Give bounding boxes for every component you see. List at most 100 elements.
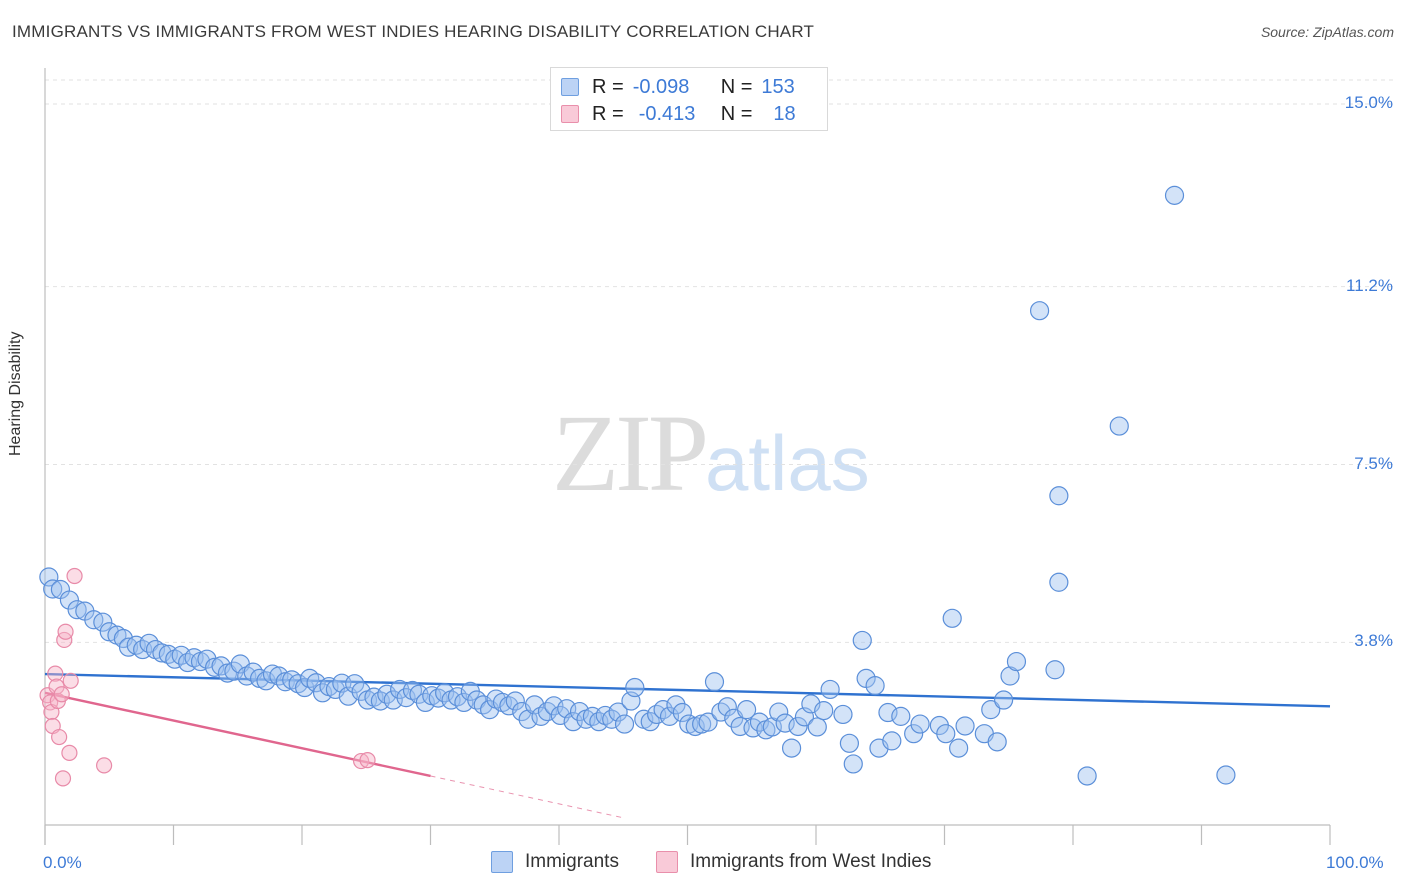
data-point-immigrants [891, 706, 911, 726]
data-point-immigrants [211, 656, 231, 676]
data-point-west-indies [96, 757, 113, 774]
data-point-immigrants [949, 738, 969, 758]
data-point-immigrants [224, 661, 244, 681]
data-point-immigrants [878, 702, 898, 723]
data-point-immigrants [93, 612, 113, 632]
legend-swatch-west-indies [656, 851, 678, 873]
data-point-immigrants [569, 701, 590, 722]
x-tick-label-max: 100.0% [1326, 853, 1384, 872]
data-point-immigrants [614, 714, 635, 734]
data-point-immigrants [843, 754, 863, 774]
data-point-immigrants [1049, 486, 1069, 506]
stats-swatch-immigrants [561, 78, 579, 96]
data-point-immigrants [608, 702, 628, 722]
y-tick-label: 7.5% [1354, 453, 1393, 473]
data-point-immigrants [1045, 660, 1065, 680]
data-point-immigrants [833, 704, 853, 725]
data-point-immigrants [505, 691, 525, 711]
data-point-immigrants [1109, 416, 1129, 436]
data-point-immigrants [306, 673, 326, 693]
stats-row-west-indies: R = -0.413 N = 18 [561, 102, 796, 126]
y-tick-label: 11.2% [1346, 275, 1393, 295]
data-point-west-indies [47, 665, 64, 682]
data-point-immigrants [788, 716, 808, 737]
data-point-immigrants [640, 712, 660, 732]
stats-n-label: N = [720, 75, 753, 98]
stats-swatch-west-indies [561, 105, 579, 123]
data-point-immigrants [666, 695, 686, 715]
data-point-immigrants [807, 717, 827, 737]
data-point-immigrants [882, 731, 902, 751]
y-axis-label: Hearing Disability [7, 331, 24, 457]
data-point-immigrants [769, 702, 789, 722]
data-point-immigrants [981, 700, 1001, 720]
data-point-immigrants [820, 679, 840, 700]
trendline-west-indies [44, 691, 431, 778]
source-note: Source: ZipAtlas.com [1260, 24, 1394, 40]
legend-item-immigrants: Immigrants [491, 851, 619, 873]
data-point-immigrants [659, 706, 680, 726]
data-point-immigrants [994, 690, 1014, 710]
data-point-west-indies [57, 623, 74, 640]
data-point-immigrants [987, 732, 1007, 752]
data-point-immigrants [910, 714, 930, 734]
legend-item-west-indies: Immigrants from West Indies [656, 851, 931, 873]
data-point-immigrants [698, 712, 718, 732]
legend-label-immigrants: Immigrants [525, 851, 619, 872]
data-point-west-indies [359, 752, 376, 769]
stats-box: R = -0.098 N = 153 R = -0.413 N = 18 [550, 67, 828, 131]
watermark: ZIPatlas [552, 398, 870, 508]
data-point-immigrants [118, 637, 139, 657]
data-point-immigrants [625, 677, 645, 698]
data-point-immigrants [43, 579, 63, 599]
trendline-west-indies-extension [430, 775, 624, 819]
watermark-atlas: atlas [705, 419, 870, 507]
data-point-immigrants [955, 716, 975, 736]
data-point-immigrants [67, 600, 87, 620]
data-point-immigrants [865, 676, 885, 696]
data-point-immigrants [672, 702, 692, 723]
chart-title: IMMIGRANTS VS IMMIGRANTS FROM WEST INDIE… [12, 22, 815, 41]
data-point-immigrants [435, 683, 455, 703]
data-point-immigrants [781, 738, 802, 758]
stats-r-value: -0.413 [638, 102, 696, 125]
data-point-immigrants [59, 590, 80, 610]
data-point-immigrants [1006, 651, 1027, 672]
stats-r-label: R = [592, 75, 624, 98]
data-point-west-indies [66, 567, 83, 585]
data-point-immigrants [1164, 185, 1185, 205]
stats-n-value: 153 [761, 75, 795, 98]
watermark-zip: ZIP [552, 392, 709, 514]
data-point-immigrants [1029, 301, 1050, 321]
stats-row-immigrants: R = -0.098 N = 153 [561, 75, 795, 99]
data-point-immigrants [338, 686, 358, 706]
legend-label-west-indies: Immigrants from West Indies [690, 851, 932, 872]
data-point-immigrants [852, 630, 872, 651]
data-point-immigrants [839, 733, 860, 753]
data-point-west-indies [353, 752, 370, 770]
stats-n-value: 18 [773, 102, 796, 125]
stats-r-label: R = [592, 102, 624, 125]
data-point-immigrants [602, 709, 622, 729]
data-point-immigrants [904, 724, 924, 744]
data-point-immigrants [737, 700, 757, 720]
data-point-immigrants [936, 724, 956, 744]
data-point-immigrants [345, 674, 365, 694]
stats-n-label: N = [720, 102, 753, 125]
data-point-immigrants [717, 697, 737, 717]
data-point-immigrants [1216, 765, 1236, 785]
data-point-west-indies [53, 686, 70, 703]
data-point-west-indies [61, 744, 78, 762]
data-point-immigrants [1049, 572, 1069, 592]
data-point-west-indies [51, 728, 68, 746]
data-point-west-indies [62, 672, 79, 689]
data-point-immigrants [1077, 766, 1097, 786]
y-tick-label: 15.0% [1344, 93, 1393, 113]
x-tick-label-min: 0.0% [43, 853, 82, 872]
data-point-immigrants [749, 712, 770, 732]
data-point-immigrants [814, 701, 834, 721]
legend-swatch-immigrants [491, 851, 513, 873]
data-point-immigrants [39, 567, 59, 587]
stats-r-value: -0.098 [632, 75, 690, 98]
